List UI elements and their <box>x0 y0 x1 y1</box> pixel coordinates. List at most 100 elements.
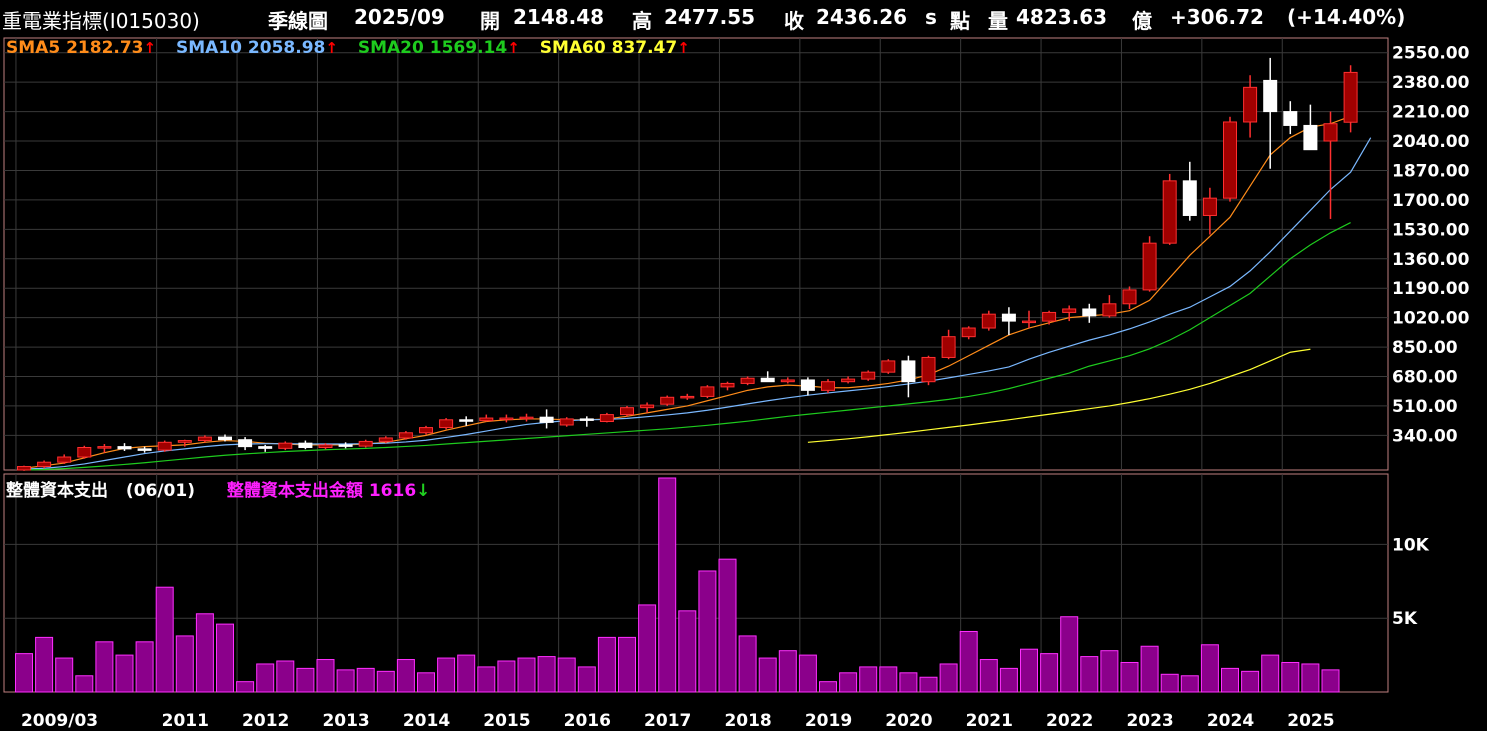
candle-body <box>780 379 795 383</box>
candle-body <box>1283 111 1298 126</box>
candle-body <box>77 446 92 458</box>
capex-bar <box>577 666 596 693</box>
points-label: 點 <box>950 9 970 33</box>
unit-s: s <box>925 5 937 29</box>
candle-body <box>378 437 393 442</box>
capex-bar <box>457 654 476 693</box>
capex-bar <box>638 604 657 693</box>
chart-kind-selector[interactable]: 季線圖 <box>268 9 328 33</box>
x-tick-label: 2014 <box>403 711 450 731</box>
capex-bar <box>336 669 355 693</box>
capex-bar <box>155 586 174 693</box>
candle-body <box>278 442 293 449</box>
legend-sma5[interactable]: SMA5 2182.73↑ <box>6 38 162 58</box>
capex-bar <box>115 654 134 693</box>
capex-bar <box>417 672 435 693</box>
y-tick-label: 2210.00 <box>1392 103 1470 123</box>
candle-body <box>218 436 232 441</box>
change-value: +306.72 <box>1170 5 1264 29</box>
capex-bar <box>718 558 737 693</box>
capex-bar <box>135 641 154 693</box>
capex-bar <box>1200 644 1219 693</box>
capex-panel-title[interactable]: 整體資本支出 <box>6 481 108 501</box>
x-tick-label: 2011 <box>162 711 209 731</box>
candle-body <box>1243 86 1258 123</box>
capex-bar <box>376 670 395 693</box>
capex-bar <box>35 636 54 693</box>
capex-bar <box>1281 661 1300 693</box>
capex-bar <box>778 650 797 693</box>
sma-legend: SMA5 2182.73↑ SMA10 2058.98↑ SMA20 1569.… <box>6 38 704 60</box>
candle-body <box>841 378 856 383</box>
legend-sma10[interactable]: SMA10 2058.98↑ <box>176 38 344 58</box>
capex-bar <box>597 636 616 693</box>
y-tick-label: 1530.00 <box>1392 220 1470 240</box>
candle-body <box>901 360 916 383</box>
candle-body <box>37 461 52 468</box>
legend-sma5-value: 2182.73 <box>66 38 144 58</box>
candle-body <box>439 419 454 429</box>
close-value: 2436.26 <box>816 5 908 29</box>
x-tick-label: 2015 <box>483 711 530 731</box>
candle-body <box>1303 124 1318 151</box>
volume-value: 4823.63 <box>1016 5 1108 29</box>
x-tick-label: 2009/03 <box>21 711 98 731</box>
candle-body <box>157 441 172 451</box>
candle-body <box>1062 308 1077 313</box>
candle-body <box>398 432 413 439</box>
capex-bar <box>477 666 496 693</box>
legend-sma20-name: SMA20 <box>357 38 424 58</box>
y-tick-label: 1020.00 <box>1392 309 1470 329</box>
x-tick-label: 2012 <box>242 711 289 731</box>
legend-sma60-value: 837.47 <box>611 38 678 58</box>
candle-body <box>921 356 936 383</box>
up-arrow-icon: ↑ <box>677 39 690 57</box>
x-tick-label: 2016 <box>564 711 611 731</box>
candle-body <box>821 381 835 391</box>
capex-bar <box>316 659 335 693</box>
x-tick-label: 2013 <box>322 711 369 731</box>
candle-body <box>338 444 353 447</box>
capex-bar <box>1080 656 1099 693</box>
x-tick-label: 2025 <box>1287 711 1334 731</box>
candle-body <box>599 414 614 423</box>
capex-bar <box>1040 653 1059 693</box>
y-tick-label: 1700.00 <box>1392 191 1470 211</box>
capex-bar <box>195 613 214 693</box>
capex-bar <box>175 635 194 693</box>
candle-body <box>258 446 273 449</box>
candle-body <box>1223 121 1237 199</box>
legend-sma20[interactable]: SMA20 1569.14↑ <box>358 38 526 58</box>
y-tick-label: 2380.00 <box>1392 73 1470 93</box>
capex-bar <box>678 610 697 693</box>
legend-sma10-value: 2058.98 <box>247 38 326 58</box>
legend-sma60[interactable]: SMA60 837.47↑ <box>540 38 690 58</box>
capex-bar <box>979 659 998 693</box>
capex-bar <box>1140 645 1159 693</box>
capex-bar <box>1261 654 1280 693</box>
candle-body <box>499 417 514 421</box>
y-tick-label: 340.00 <box>1392 426 1458 446</box>
chart-header: 重電業指標(I015030) 季線圖 2025/09 開 2148.48 高 2… <box>0 0 1487 36</box>
capex-bar <box>256 663 275 693</box>
close-label: 收 <box>784 9 804 33</box>
candle-body <box>459 419 474 422</box>
capex-date: (06/01) <box>125 481 195 501</box>
candle-body <box>238 439 253 448</box>
candle-body <box>1122 289 1137 305</box>
sma-line-sma20 <box>23 222 1351 471</box>
symbol-title[interactable]: 重電業指標(I015030) <box>2 9 200 33</box>
candle-body <box>1142 242 1157 291</box>
down-arrow-icon: ↓ <box>416 481 431 501</box>
capex-bar <box>738 635 757 693</box>
candle-body <box>559 418 574 426</box>
candle-body <box>1022 320 1036 324</box>
candle-body <box>17 466 31 471</box>
capex-bar <box>216 623 234 693</box>
high-label: 高 <box>632 9 652 33</box>
capex-bar <box>557 657 576 693</box>
candle-body <box>358 440 373 447</box>
candle-body <box>579 418 594 421</box>
sma-line-sma5 <box>23 115 1351 469</box>
